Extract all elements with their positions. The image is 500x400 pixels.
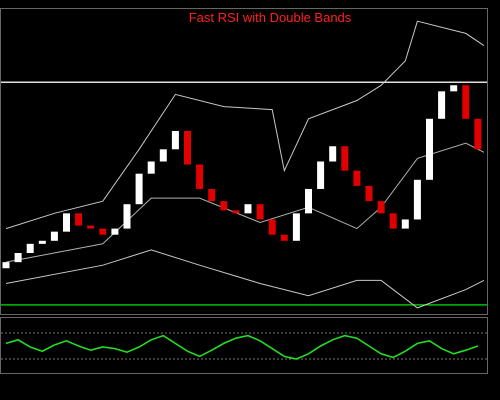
candle xyxy=(268,219,276,235)
band-line xyxy=(5,142,485,263)
candle xyxy=(232,210,240,214)
candle xyxy=(75,213,83,226)
candle xyxy=(135,173,143,205)
candle xyxy=(171,131,179,150)
candle xyxy=(220,201,228,211)
candle xyxy=(63,213,70,232)
candle xyxy=(159,149,167,162)
candle xyxy=(401,219,409,229)
candle xyxy=(147,161,155,174)
rsi-line xyxy=(5,334,479,360)
candle xyxy=(196,164,204,189)
candle xyxy=(280,234,288,241)
candle xyxy=(305,188,312,214)
candle xyxy=(389,213,397,229)
candle xyxy=(111,228,119,235)
candle xyxy=(50,231,58,241)
candle xyxy=(292,213,300,241)
candle xyxy=(365,185,373,202)
candle xyxy=(256,204,264,220)
candle xyxy=(353,170,361,186)
candle xyxy=(87,225,95,229)
candle xyxy=(26,243,34,253)
candle xyxy=(329,146,337,162)
candle xyxy=(341,146,349,171)
band-line xyxy=(5,20,485,230)
candle xyxy=(2,262,10,269)
candle xyxy=(450,85,458,92)
candle xyxy=(99,228,107,235)
candle xyxy=(123,204,131,229)
candle xyxy=(377,201,385,214)
candle xyxy=(438,91,446,119)
candle xyxy=(426,118,433,180)
candle xyxy=(244,204,252,214)
candle xyxy=(474,118,482,150)
candle xyxy=(462,85,470,119)
candle xyxy=(14,253,22,263)
candle xyxy=(184,131,191,165)
main-panel xyxy=(0,8,488,315)
rsi-panel xyxy=(0,317,488,374)
candle xyxy=(413,179,421,220)
candle xyxy=(317,161,325,189)
chart-title: Fast RSI with Double Bands xyxy=(189,10,352,25)
candle xyxy=(38,240,46,244)
candle xyxy=(208,188,216,202)
band-line xyxy=(5,249,485,309)
